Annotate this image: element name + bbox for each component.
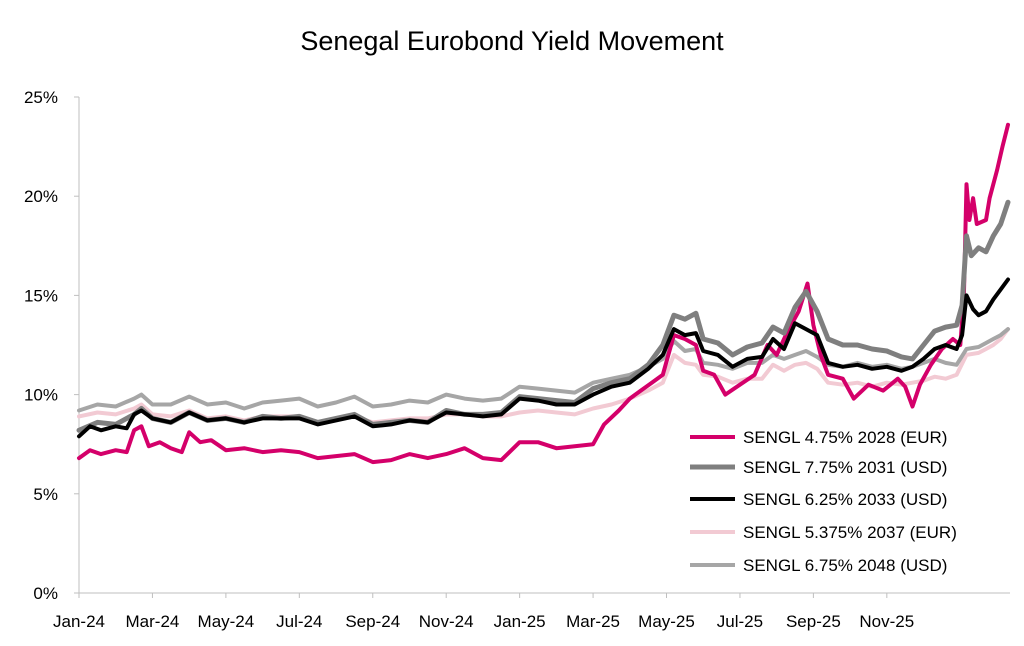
chart-title: Senegal Eurobond Yield Movement	[300, 26, 724, 56]
x-tick-label: Nov-24	[419, 612, 474, 631]
legend-label: SENGL 4.75% 2028 (EUR)	[743, 428, 947, 447]
y-tick-label: 25%	[24, 88, 58, 107]
x-tick-label: Jul-25	[717, 612, 763, 631]
x-tick-label: Nov-25	[859, 612, 914, 631]
y-tick-label: 0%	[33, 584, 58, 603]
x-tick-label: May-24	[198, 612, 255, 631]
x-tick-label: Mar-25	[566, 612, 620, 631]
x-tick-label: Mar-24	[126, 612, 180, 631]
x-tick-label: May-25	[638, 612, 695, 631]
x-tick-label: Jul-24	[276, 612, 322, 631]
series-line-3	[77, 327, 1010, 425]
legend-label: SENGL 5.375% 2037 (EUR)	[743, 523, 957, 542]
y-tick-label: 10%	[24, 386, 58, 405]
series-line-2	[77, 277, 1010, 439]
series-line-0	[77, 122, 1010, 465]
legend-label: SENGL 6.25% 2033 (USD)	[743, 490, 947, 509]
x-tick-label: Sep-24	[345, 612, 400, 631]
y-tick-label: 15%	[24, 286, 58, 305]
x-tick-label: Sep-25	[786, 612, 841, 631]
y-tick-label: 5%	[33, 485, 58, 504]
x-tick-label: Jan-25	[494, 612, 546, 631]
legend-label: SENGL 7.75% 2031 (USD)	[743, 458, 947, 477]
legend-label: SENGL 6.75% 2048 (USD)	[743, 556, 947, 575]
x-tick-label: Jan-24	[53, 612, 105, 631]
y-tick-label: 20%	[24, 187, 58, 206]
series-line-1	[76, 199, 1011, 433]
